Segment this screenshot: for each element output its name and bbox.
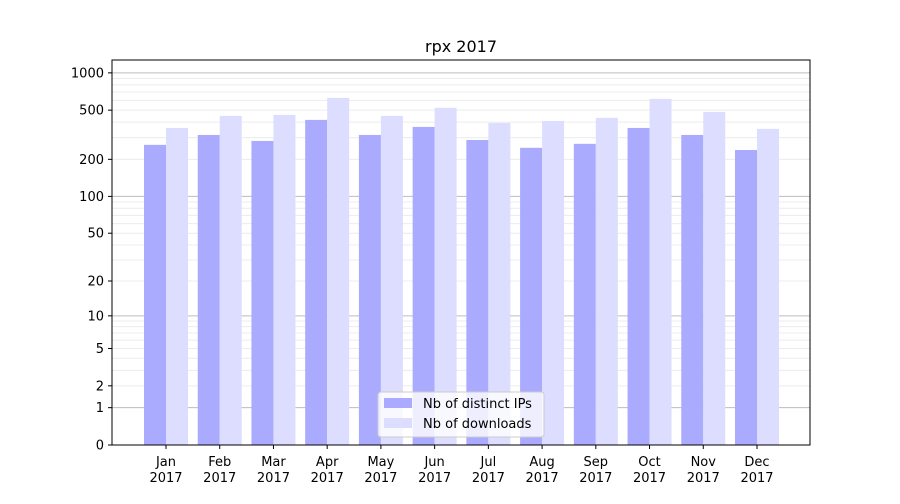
bar-downloads xyxy=(380,115,403,445)
bar-downloads xyxy=(542,120,565,446)
bar-downloads xyxy=(166,127,188,446)
y-tick-label: 1000 xyxy=(71,66,104,81)
legend-label: Nb of distinct IPs xyxy=(423,397,532,412)
bar-distinct-ips xyxy=(573,143,596,445)
bar-distinct-ips xyxy=(627,127,650,446)
x-tick-label: Jun 2017 xyxy=(418,455,451,486)
x-tick-label: Feb 2017 xyxy=(203,455,236,486)
bar-distinct-ips xyxy=(520,147,543,445)
legend: Nb of distinct IPs Nb of downloads xyxy=(377,391,545,438)
bar-downloads xyxy=(757,128,779,445)
x-tick-label: Nov 2017 xyxy=(687,455,720,486)
y-tick-label: 1 xyxy=(96,401,104,416)
plot-frame xyxy=(111,59,811,446)
y-tick-label: 0 xyxy=(96,439,104,454)
x-tick-label: Aug 2017 xyxy=(526,455,559,486)
bar-distinct-ips xyxy=(305,119,328,446)
bar-downloads xyxy=(488,122,511,445)
legend-label: Nb of downloads xyxy=(423,417,532,432)
y-tick-label: 50 xyxy=(87,227,104,242)
bar-downloads xyxy=(327,97,350,445)
legend-swatch xyxy=(384,418,412,428)
y-tick-label: 200 xyxy=(79,153,104,168)
bar-downloads xyxy=(595,117,618,446)
bar-distinct-ips xyxy=(412,126,435,445)
bar-distinct-ips xyxy=(197,134,220,445)
bar-downloads xyxy=(219,115,242,445)
x-tick-label: Mar 2017 xyxy=(257,455,290,486)
y-tick-label: 2 xyxy=(96,379,104,394)
y-tick-label: 10 xyxy=(87,309,104,324)
x-tick-label: Dec 2017 xyxy=(740,455,773,486)
bar-distinct-ips xyxy=(358,134,381,445)
x-tick-label: Apr 2017 xyxy=(311,455,344,486)
y-tick-label: 5 xyxy=(96,342,104,357)
x-tick-label: Jul 2017 xyxy=(472,455,505,486)
x-tick-label: May 2017 xyxy=(364,455,397,486)
bar-distinct-ips xyxy=(144,144,166,446)
bar-downloads xyxy=(434,107,457,446)
chart-title: rpx 2017 xyxy=(425,37,497,56)
legend-box xyxy=(377,391,545,438)
y-tick-label: 20 xyxy=(87,275,104,290)
bar-distinct-ips xyxy=(466,139,489,446)
x-tick-label: Jan 2017 xyxy=(149,455,182,486)
bar-downloads xyxy=(649,98,672,445)
bar-downloads xyxy=(703,111,726,445)
bar-distinct-ips xyxy=(735,150,757,445)
x-tick-label: Oct 2017 xyxy=(633,455,666,486)
y-tick-label: 500 xyxy=(79,104,104,119)
y-tick-label: 100 xyxy=(79,190,104,205)
bar-downloads xyxy=(273,114,296,446)
legend-swatch xyxy=(384,398,412,408)
bar-distinct-ips xyxy=(681,134,704,445)
bar-distinct-ips xyxy=(251,140,274,446)
x-tick-label: Sep 2017 xyxy=(579,455,612,486)
